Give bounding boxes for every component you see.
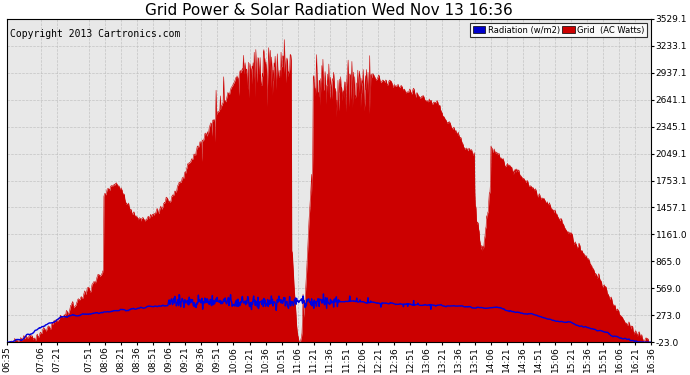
Text: Copyright 2013 Cartronics.com: Copyright 2013 Cartronics.com <box>10 28 181 39</box>
Title: Grid Power & Solar Radiation Wed Nov 13 16:36: Grid Power & Solar Radiation Wed Nov 13 … <box>146 3 513 18</box>
Legend: Radiation (w/m2), Grid  (AC Watts): Radiation (w/m2), Grid (AC Watts) <box>471 23 647 37</box>
